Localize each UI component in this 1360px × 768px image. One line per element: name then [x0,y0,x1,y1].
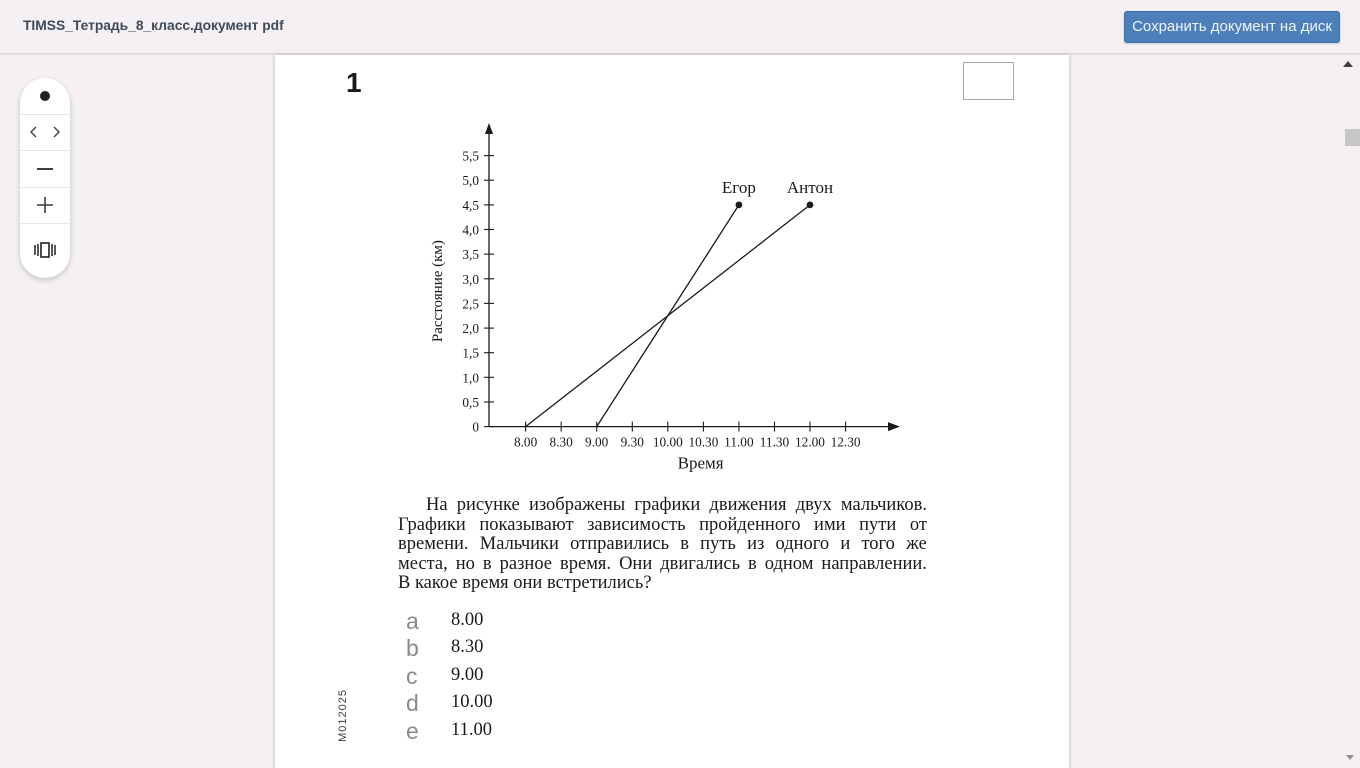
svg-text:5,5: 5,5 [462,149,479,164]
svg-text:4,5: 4,5 [462,198,479,213]
svg-text:2,5: 2,5 [462,296,479,311]
svg-text:10.00: 10.00 [653,435,683,450]
svg-text:12.00: 12.00 [795,435,825,450]
svg-text:3,5: 3,5 [462,247,479,262]
svg-text:10.30: 10.30 [688,435,718,450]
svg-text:9.00: 9.00 [585,435,609,450]
svg-text:5,0: 5,0 [462,173,479,188]
svg-text:8.30: 8.30 [550,435,574,450]
svg-text:Егор: Егор [722,178,756,197]
svg-text:3,0: 3,0 [462,272,479,287]
svg-text:11.30: 11.30 [760,435,790,450]
svg-text:4,0: 4,0 [462,223,479,238]
svg-text:1,5: 1,5 [462,346,479,361]
svg-text:12.30: 12.30 [831,435,861,450]
svg-text:2,0: 2,0 [462,321,479,336]
svg-text:Расстояние (км): Расстояние (км) [430,240,446,342]
svg-text:Время: Время [678,454,724,473]
svg-text:9.30: 9.30 [621,435,645,450]
svg-text:0,5: 0,5 [462,395,479,410]
svg-text:0: 0 [472,420,479,435]
svg-text:8.00: 8.00 [514,435,538,450]
svg-text:11.00: 11.00 [724,435,754,450]
svg-text:1,0: 1,0 [462,370,479,385]
svg-text:Антон: Антон [787,178,833,197]
